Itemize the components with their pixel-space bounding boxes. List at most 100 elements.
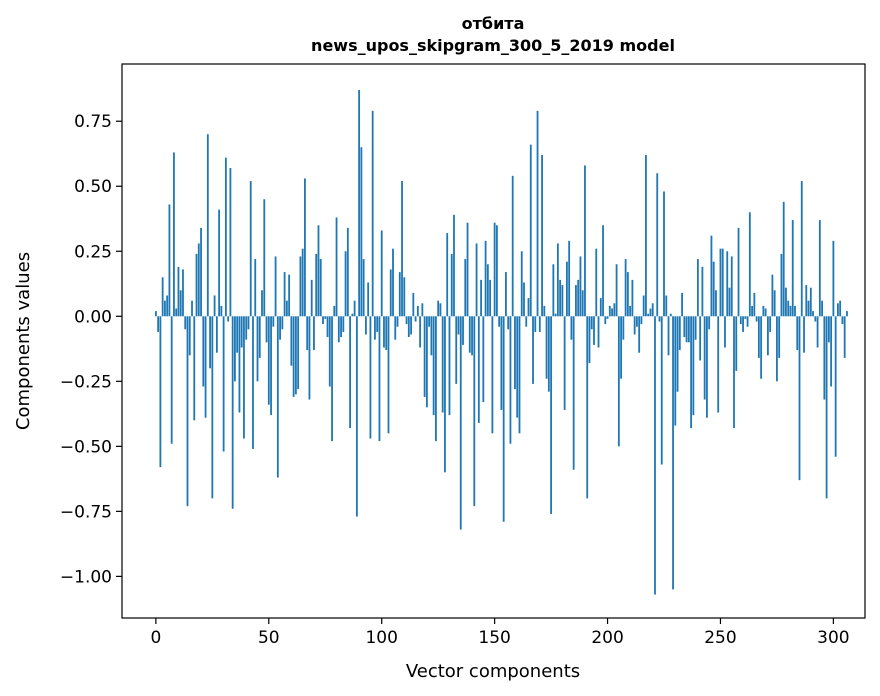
bar-73: [319, 259, 322, 317]
bar-228: [669, 313, 672, 317]
y-axis-label: Components values: [13, 252, 34, 430]
bar-87: [351, 313, 354, 317]
bar-77: [328, 316, 331, 387]
y-axis: 0.75 0.50 0.25 0.00 −0.25 −0.50 −0.75 −1.00: [60, 112, 122, 587]
bar-151: [495, 225, 498, 317]
bar-292: [814, 316, 817, 322]
bar-31: [224, 157, 227, 317]
bar-243: [703, 316, 706, 400]
bar-219: [649, 308, 652, 317]
bar-139: [468, 316, 471, 353]
bar-32: [227, 316, 230, 322]
bar-204: [615, 264, 618, 317]
bar-165: [527, 298, 530, 317]
bar-201: [608, 305, 611, 317]
bar-296: [823, 316, 826, 400]
y-tick-label: 0.25: [74, 242, 112, 262]
bar-235: [685, 316, 688, 343]
bar-214: [638, 316, 641, 353]
bar-55: [279, 316, 281, 340]
bar-237: [690, 316, 693, 429]
bar-259: [739, 316, 742, 325]
bar-102: [385, 316, 388, 351]
bar-97: [374, 316, 376, 340]
bar-15: [188, 316, 191, 356]
bars: [154, 90, 848, 595]
bar-7: [170, 316, 173, 444]
bar-155: [505, 272, 507, 317]
bar-106: [394, 316, 397, 340]
bar-217: [645, 155, 647, 317]
bar-290: [809, 287, 812, 317]
bar-115: [414, 316, 417, 322]
bar-288: [805, 285, 808, 317]
bar-180: [561, 285, 564, 317]
bar-142: [475, 243, 478, 317]
bar-260: [742, 316, 744, 332]
bar-161: [518, 316, 521, 434]
bar-189: [581, 290, 584, 317]
bar-185: [572, 316, 575, 470]
bar-144: [480, 279, 482, 317]
bar-147: [486, 264, 489, 317]
bar-258: [737, 227, 740, 317]
bar-2: [159, 316, 162, 468]
bar-246: [710, 235, 713, 317]
bar-120: [425, 316, 428, 408]
bar-45: [256, 316, 259, 382]
bar-43: [252, 316, 254, 449]
bar-114: [412, 292, 415, 317]
bar-112: [407, 316, 410, 338]
bar-173: [545, 316, 548, 379]
bar-79: [333, 305, 336, 317]
bar-178: [556, 243, 559, 317]
bar-232: [678, 316, 681, 351]
bar-90: [358, 90, 361, 317]
bar-89: [355, 316, 358, 517]
bar-28: [218, 209, 221, 317]
bar-156: [507, 316, 510, 330]
bar-62: [294, 316, 297, 395]
bar-14: [186, 316, 189, 507]
bar-53: [274, 256, 277, 317]
bar-247: [712, 261, 715, 317]
bar-287: [803, 316, 805, 353]
bar-230: [674, 316, 677, 426]
x-tick-label: 0: [150, 628, 161, 648]
bar-234: [683, 316, 686, 338]
bar-30: [222, 316, 225, 452]
bar-284: [796, 316, 799, 351]
bar-107: [396, 316, 399, 327]
bar-25: [211, 316, 214, 499]
bar-127: [441, 316, 444, 413]
bar-177: [554, 313, 557, 317]
x-tick-label: 100: [365, 628, 397, 648]
bar-11: [179, 290, 182, 317]
bar-172: [543, 305, 546, 317]
bar-226: [665, 295, 668, 317]
bar-98: [376, 316, 379, 332]
bar-184: [570, 316, 573, 340]
bar-225: [663, 191, 665, 317]
bar-91: [360, 147, 363, 317]
bar-223: [658, 316, 661, 322]
bar-265: [753, 292, 756, 317]
y-tick-label: −1.00: [60, 567, 112, 587]
bar-83: [342, 316, 345, 332]
bar-202: [611, 308, 613, 317]
bar-128: [444, 316, 446, 473]
bar-244: [706, 316, 708, 418]
bar-104: [389, 269, 392, 317]
bar-1: [157, 316, 160, 332]
bar-143: [477, 316, 480, 423]
bar-153: [500, 316, 503, 410]
bar-196: [597, 316, 600, 348]
bar-293: [816, 316, 819, 348]
bar-301: [834, 316, 837, 457]
bar-113: [410, 316, 412, 335]
bar-122: [430, 316, 433, 356]
bar-271: [766, 316, 769, 356]
bar-84: [344, 251, 347, 317]
bar-216: [642, 295, 645, 317]
bar-70: [313, 316, 315, 351]
